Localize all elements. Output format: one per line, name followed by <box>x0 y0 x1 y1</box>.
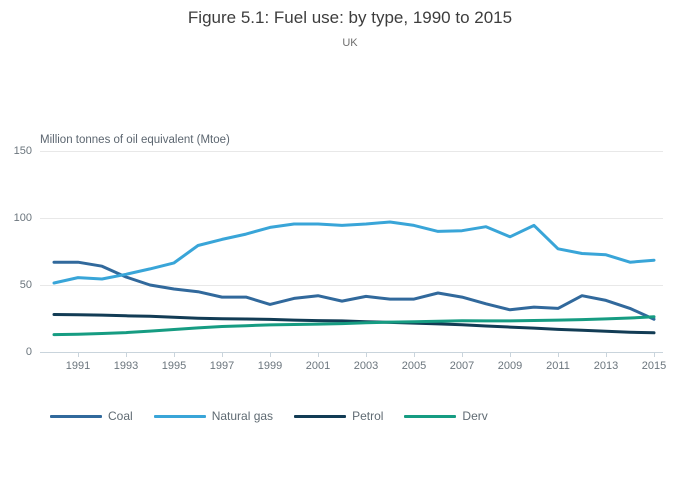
legend: Coal Natural gas Petrol Derv <box>50 407 488 425</box>
x-tick-label: 2011 <box>546 360 570 372</box>
y-axis-title: Million tonnes of oil equivalent (Mtoe) <box>40 134 230 146</box>
legend-label: Coal <box>108 409 133 423</box>
x-tick-label: 2003 <box>353 360 379 372</box>
y-tick-label: 150 <box>13 145 32 157</box>
petrol-line-swatch <box>294 414 347 418</box>
natural-gas-line-swatch <box>153 414 206 418</box>
y-tick-label: 50 <box>19 279 32 291</box>
chart-title: Figure 5.1: Fuel use: by type, 1990 to 2… <box>187 8 513 27</box>
x-tick-label: 1993 <box>113 360 139 372</box>
legend-item-derv[interactable]: Derv <box>404 409 488 423</box>
x-tick-label: 2001 <box>305 360 331 372</box>
legend-item-coal[interactable]: Coal <box>50 409 133 423</box>
x-tick-label: 1991 <box>65 360 91 372</box>
x-tick-label: 1999 <box>257 360 283 372</box>
x-tick-label: 2009 <box>497 360 523 372</box>
coal-line-swatch <box>50 414 102 418</box>
series-line-natural-gas[interactable] <box>52 220 656 285</box>
x-tick-label: 1997 <box>209 360 235 372</box>
y-tick-label: 0 <box>25 346 32 358</box>
x-tick-label: 2013 <box>593 360 619 372</box>
series-line-petrol[interactable] <box>52 313 656 335</box>
legend-label: Natural gas <box>211 409 274 423</box>
x-tick-label: 1995 <box>161 360 187 372</box>
legend-label: Derv <box>462 409 488 423</box>
x-tick-label: 2005 <box>401 360 427 372</box>
chart-subtitle: UK <box>342 37 358 49</box>
legend-item-petrol[interactable]: Petrol <box>294 409 383 423</box>
derv-line-swatch <box>404 414 457 418</box>
x-tick-label: 2007 <box>449 360 475 372</box>
legend-item-natural-gas[interactable]: Natural gas <box>153 409 274 423</box>
y-tick-label: 100 <box>13 212 32 224</box>
series-line-coal[interactable] <box>52 260 656 321</box>
series-line-derv[interactable] <box>52 315 656 337</box>
legend-label: Petrol <box>352 409 384 423</box>
x-tick-label: 2015 <box>641 360 667 372</box>
